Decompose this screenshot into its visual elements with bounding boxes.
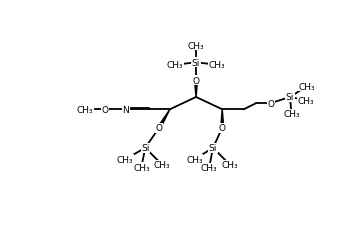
Text: Si: Si xyxy=(141,144,149,153)
Text: N: N xyxy=(122,105,129,114)
Text: Si: Si xyxy=(192,58,200,68)
Text: O: O xyxy=(219,124,226,133)
Text: CH₃: CH₃ xyxy=(154,160,171,169)
Text: Si: Si xyxy=(286,93,294,102)
Text: CH₃: CH₃ xyxy=(201,164,217,173)
Text: O: O xyxy=(267,99,274,108)
Text: CH₃: CH₃ xyxy=(209,61,225,70)
Polygon shape xyxy=(158,110,170,129)
Text: CH₃: CH₃ xyxy=(222,160,238,169)
Text: CH₃: CH₃ xyxy=(188,42,204,51)
Text: CH₃: CH₃ xyxy=(167,61,184,70)
Text: O: O xyxy=(156,124,162,133)
Text: CH₃: CH₃ xyxy=(299,82,315,91)
Text: O: O xyxy=(102,105,109,114)
Text: CH₃: CH₃ xyxy=(133,163,150,172)
Text: Si: Si xyxy=(209,144,217,153)
Text: CH₃: CH₃ xyxy=(77,105,93,114)
Polygon shape xyxy=(221,110,224,128)
Text: CH₃: CH₃ xyxy=(117,155,133,164)
Text: CH₃: CH₃ xyxy=(283,110,300,119)
Text: O: O xyxy=(193,76,200,85)
Text: CH₃: CH₃ xyxy=(297,96,314,105)
Text: CH₃: CH₃ xyxy=(186,155,203,164)
Polygon shape xyxy=(194,81,198,97)
